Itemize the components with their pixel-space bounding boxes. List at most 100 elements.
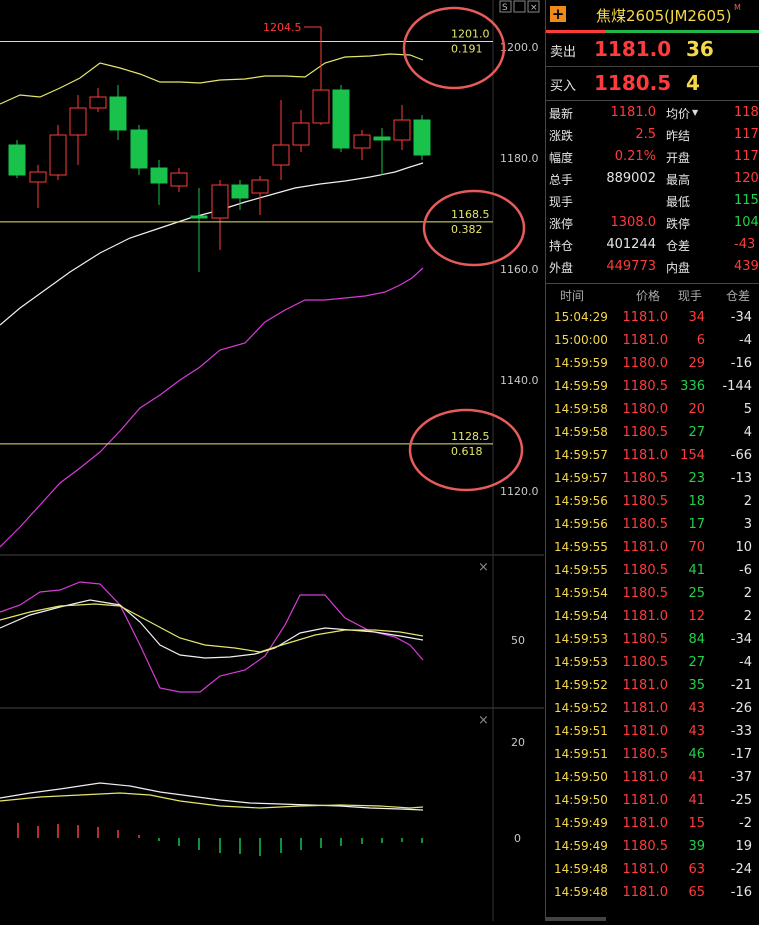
plus-icon[interactable]: + [550,5,566,23]
tick-volume: 34 [688,310,705,325]
tick-time: 14:59:55 [554,540,608,554]
candle-up[interactable] [272,144,290,166]
tick-row[interactable]: 14:59:56 1180.5 17 3 [546,514,759,537]
tick-row[interactable]: 14:59:58 1180.0 20 5 [546,399,759,422]
tick-price: 1181.0 [622,885,669,900]
candle-up[interactable] [170,172,188,187]
stat-value: 889002 [606,171,656,186]
window-icon[interactable] [513,0,526,13]
tick-header-vol: 现手 [678,289,703,303]
tick-row[interactable]: 14:59:58 1180.5 27 4 [546,422,759,445]
tick-volume: 29 [688,356,705,371]
candle-down[interactable] [332,89,350,149]
fib-price-label: 1168.5 [451,208,490,221]
candle-down[interactable] [130,129,148,169]
candle-down[interactable] [109,96,127,131]
tick-volume: 154 [680,448,705,463]
quote-header: + 焦煤2605(JM2605) M [546,0,759,30]
tick-row[interactable]: 14:59:55 1180.5 41 -6 [546,560,759,583]
sort-down-icon[interactable]: ▼ [692,108,699,117]
candle-up[interactable] [393,119,411,141]
candle-up[interactable] [211,184,229,219]
tick-price: 1181.0 [622,724,669,739]
tick-row[interactable]: 14:59:56 1180.5 18 2 [546,491,759,514]
scrollbar[interactable] [546,917,606,921]
close-icon[interactable] [527,0,540,13]
tick-row[interactable]: 14:59:52 1181.0 35 -21 [546,675,759,698]
tick-delta: -33 [730,724,752,739]
price-axis: 1200.0 1180.0 1160.0 1140.0 1120.0 [500,41,539,498]
price-axis-label: 1200.0 [500,41,539,54]
candle-down[interactable] [8,144,26,176]
kline-chart[interactable]: S × × × 1201.0 0.191 1168.5 0.382 1128.5 0.61… [0,0,544,921]
chart-canvas[interactable]: S × × × 1201.0 0.191 1168.5 0.382 1128.5 0.61… [0,0,544,921]
tick-row[interactable]: 14:59:52 1181.0 43 -26 [546,698,759,721]
candle-up[interactable] [251,179,269,194]
osc-magenta-line [0,581,424,693]
candle-down[interactable] [231,184,249,199]
stat-label-2: 开盘 [666,151,691,165]
tick-row[interactable]: 14:59:53 1180.5 84 -34 [546,629,759,652]
tick-volume: 27 [688,655,705,670]
tick-volume: 41 [688,793,705,808]
tick-price: 1181.0 [622,609,669,624]
tick-price: 1180.5 [622,494,669,509]
candle-down[interactable] [413,119,431,156]
pane-close-icon[interactable]: × [478,560,489,575]
tick-delta: -66 [730,448,752,463]
tick-row[interactable]: 14:59:54 1181.0 12 2 [546,606,759,629]
tick-row[interactable]: 14:59:53 1180.5 27 -4 [546,652,759,675]
tick-time: 14:59:54 [554,609,608,623]
tick-volume: 25 [688,586,705,601]
tick-time: 14:59:59 [554,379,608,393]
tick-volume: 43 [688,701,705,716]
tick-row[interactable]: 14:59:48 1181.0 63 -24 [546,859,759,882]
tick-delta: 3 [743,517,752,532]
tick-row[interactable]: 14:59:50 1181.0 41 -37 [546,767,759,790]
tick-row[interactable]: 14:59:54 1180.5 25 2 [546,583,759,606]
high-marker-label: 1204.5 [263,21,302,34]
stat-value: 1308.0 [610,215,657,230]
tick-row[interactable]: 14:59:51 1181.0 43 -33 [546,721,759,744]
tick-time: 14:59:53 [554,655,608,669]
tick-price: 1180.5 [622,517,669,532]
svg-text:S: S [502,3,508,13]
stat-label: 外盘 [549,261,574,275]
candle-up[interactable] [89,96,107,109]
s-icon[interactable] [499,0,512,13]
candle-up[interactable] [353,134,371,149]
osc1-axis-label: 50 [511,634,525,647]
tick-volume: 46 [688,747,705,762]
tick-price: 1180.5 [622,379,669,394]
histogram-bars [17,823,423,856]
tick-row[interactable]: 14:59:55 1181.0 70 10 [546,537,759,560]
candle-up[interactable] [49,134,67,176]
candle-up[interactable] [312,89,330,124]
tick-volume: 18 [688,494,705,509]
tick-time: 14:59:50 [554,770,608,784]
tick-row[interactable]: 14:59:59 1180.5 336 -144 [546,376,759,399]
tick-row[interactable]: 14:59:57 1181.0 154 -66 [546,445,759,468]
tick-row[interactable]: 14:59:48 1181.0 65 -16 [546,882,759,905]
tick-row[interactable]: 14:59:57 1180.5 23 -13 [546,468,759,491]
candle-down[interactable] [190,215,208,219]
candle-down[interactable] [150,167,168,184]
candle-up[interactable] [292,122,310,146]
sell-row: 卖出 1181.0 36 [546,37,759,63]
tick-row[interactable]: 14:59:51 1180.5 46 -17 [546,744,759,767]
ma-yellow-line [0,53,424,105]
tick-row[interactable]: 14:59:59 1180.0 29 -16 [546,353,759,376]
pane-close-icon[interactable]: × [478,713,489,728]
tick-row[interactable]: 14:59:50 1181.0 41 -25 [546,790,759,813]
candle-up[interactable] [69,107,87,136]
candle-down[interactable] [373,136,391,141]
divider [546,66,759,67]
candle-up[interactable] [29,171,47,183]
tick-row[interactable]: 14:59:49 1180.5 39 19 [546,836,759,859]
tick-price: 1181.0 [622,862,669,877]
tick-row[interactable]: 15:00:00 1181.0 6 -4 [546,330,759,353]
stat-row: 涨跌 2.5 昨结 117 [546,125,759,148]
tick-row[interactable]: 15:04:29 1181.0 34 -34 [546,307,759,330]
tick-row[interactable]: 14:59:49 1181.0 15 -2 [546,813,759,836]
tick-time: 14:59:57 [554,448,608,462]
